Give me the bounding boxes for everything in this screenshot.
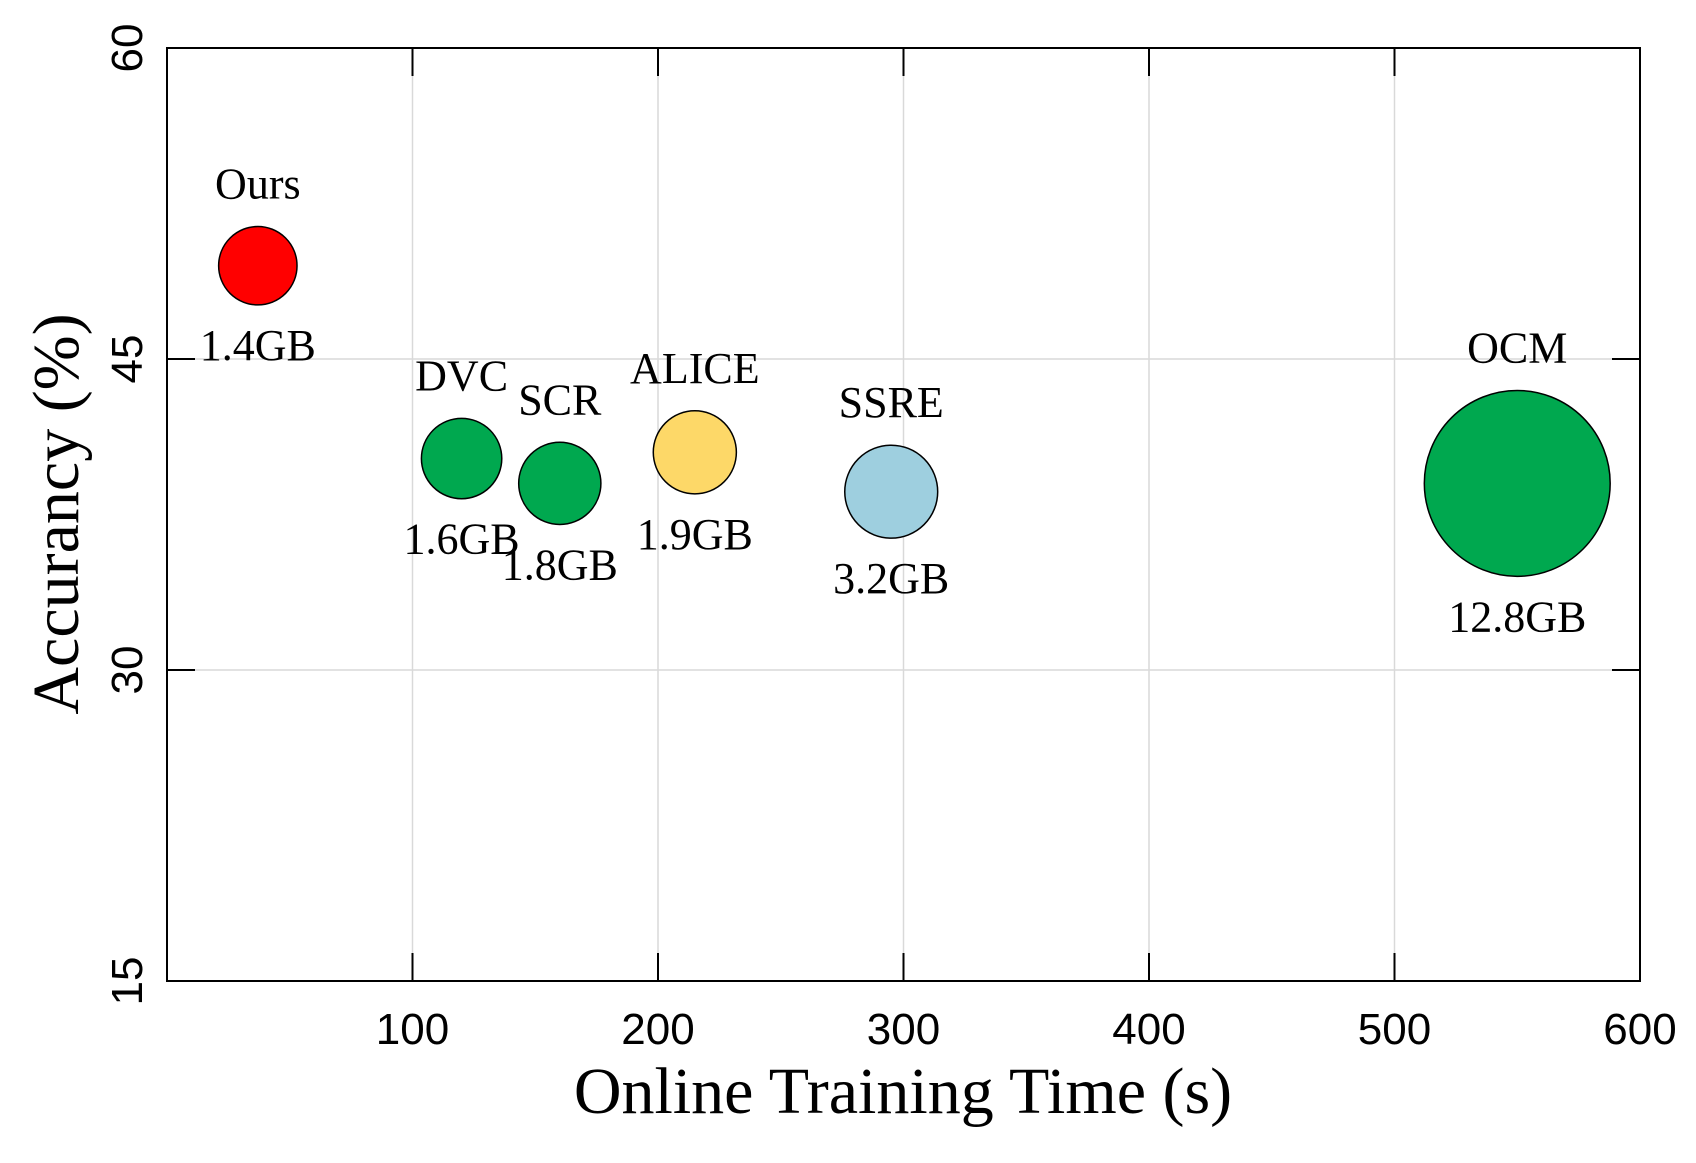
bubble-dvc bbox=[420, 417, 503, 500]
grid-layer bbox=[167, 48, 1640, 981]
y-tick-label: 45 bbox=[103, 335, 152, 384]
point-name-label: SCR bbox=[518, 375, 602, 424]
bubble-alice bbox=[652, 410, 738, 495]
ticks-layer: 100 200 300 400 500 600 15 30 45 60 bbox=[103, 24, 1677, 1054]
point-name-label: OCM bbox=[1467, 323, 1567, 372]
x-tick-label: 200 bbox=[621, 1005, 694, 1054]
x-tick-label: 500 bbox=[1358, 1005, 1431, 1054]
point-size-label: 12.8GB bbox=[1448, 592, 1586, 641]
y-axis-label: Accurancy (%) bbox=[20, 313, 93, 714]
point-name-label: DVC bbox=[415, 351, 508, 400]
x-tick-label: 600 bbox=[1603, 1005, 1676, 1054]
point-name-label: ALICE bbox=[630, 344, 760, 393]
bubble-ssre bbox=[844, 444, 939, 539]
point-name-label: SSRE bbox=[839, 378, 944, 427]
point-size-label: 1.8GB bbox=[502, 540, 618, 589]
x-tick-label: 400 bbox=[1112, 1005, 1185, 1054]
point-size-label: 1.4GB bbox=[200, 321, 316, 370]
plot-frame bbox=[166, 47, 1641, 982]
point-size-label: 1.6GB bbox=[404, 515, 520, 564]
y-tick-label: 60 bbox=[103, 24, 152, 73]
y-tick-label: 30 bbox=[103, 646, 152, 695]
bubble-ocm bbox=[1423, 389, 1611, 578]
x-tick-label: 300 bbox=[867, 1005, 940, 1054]
point-name-label: Ours bbox=[215, 160, 301, 209]
point-size-label: 3.2GB bbox=[833, 554, 949, 603]
y-tick-label: 15 bbox=[103, 957, 152, 1006]
bubble-scr bbox=[517, 441, 602, 526]
bubbles-layer bbox=[217, 225, 1611, 578]
point-size-label: 1.9GB bbox=[637, 510, 753, 559]
x-axis-label: Online Training Time (s) bbox=[574, 1055, 1232, 1128]
bubble-ours bbox=[217, 225, 298, 306]
labels-layer: Ours 1.4GB DVC 1.6GB SCR 1.8GB ALICE 1.9GB SSRE 3… bbox=[200, 160, 1587, 642]
x-tick-label: 100 bbox=[376, 1005, 449, 1054]
